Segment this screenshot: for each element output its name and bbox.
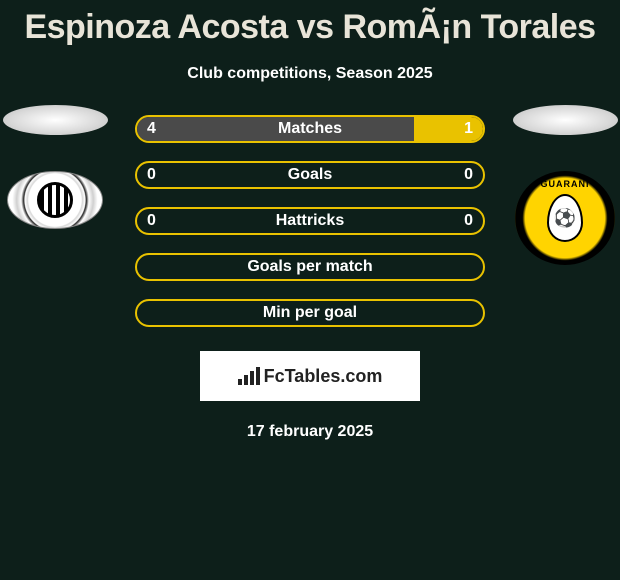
stat-bar-value-left: 4	[147, 120, 156, 138]
stat-bars: Matches 4 1 Goals 0 0 Hattricks 0 0 Goals per mat…	[135, 115, 485, 327]
page-title: Espinoza Acosta vs RomÃ¡n Torales	[0, 0, 620, 47]
stat-bar-value-right: 0	[464, 212, 473, 230]
stat-bar-label: Min per goal	[263, 304, 357, 322]
brand-text: FcTables.com	[264, 366, 383, 387]
club-badge-right: GUARANI ⚽	[515, 171, 615, 265]
stat-bar-label: Goals per match	[247, 258, 372, 276]
infographic-date: 17 february 2025	[0, 423, 620, 441]
stat-bar: Matches 4 1	[135, 115, 485, 143]
stat-bar-value-left: 0	[147, 212, 156, 230]
stat-bar: Min per goal	[135, 299, 485, 327]
brand-box: FcTables.com	[200, 351, 420, 401]
stat-bar: Goals 0 0	[135, 161, 485, 189]
club-badge-right-text: GUARANI	[541, 179, 590, 189]
stat-bar-value-right: 0	[464, 166, 473, 184]
subtitle: Club competitions, Season 2025	[0, 65, 620, 83]
club-badge-left-stripes	[37, 182, 73, 218]
club-badge-right-inner: ⚽	[547, 194, 583, 242]
stat-bar-label: Hattricks	[276, 212, 344, 230]
club-badge-left	[7, 171, 103, 229]
stat-bar-value-right: 1	[464, 120, 473, 138]
player-left-column	[0, 105, 110, 229]
player-left-avatar	[3, 105, 108, 135]
comparison-content: GUARANI ⚽ Matches41Goals00Hattricks00Goa…	[0, 115, 620, 327]
stat-bar-label: Matches	[278, 120, 342, 138]
player-right-avatar	[513, 105, 618, 135]
stat-bar: Goals per match	[135, 253, 485, 281]
player-right-column: GUARANI ⚽	[510, 105, 620, 265]
brand-icon	[238, 367, 260, 385]
stat-bar-label: Goals	[288, 166, 332, 184]
stat-bar-value-left: 0	[147, 166, 156, 184]
stat-bar: Hattricks 0 0	[135, 207, 485, 235]
stat-bar-fill-left	[137, 117, 414, 141]
